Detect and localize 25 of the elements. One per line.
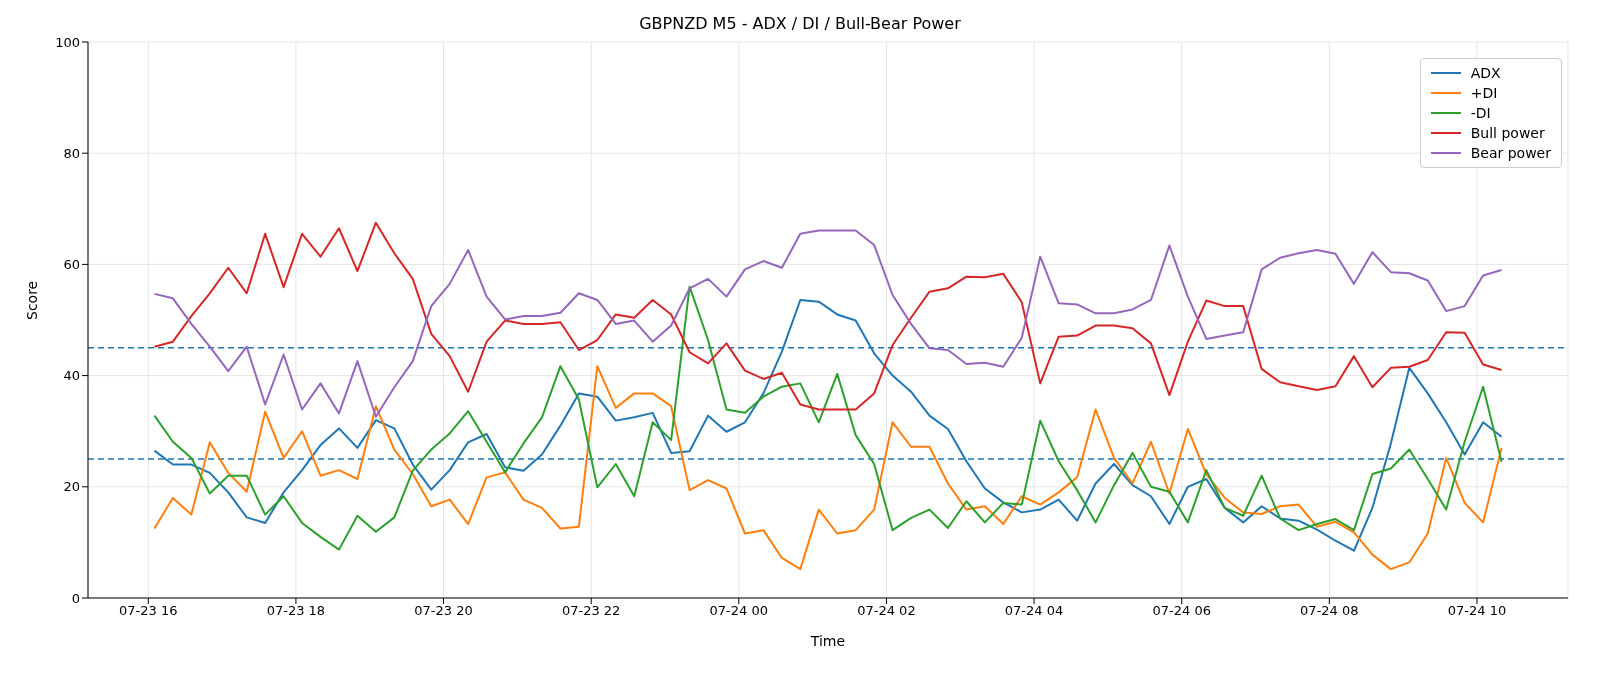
legend-label: Bull power [1470, 125, 1545, 141]
legend-label: ADX [1470, 65, 1501, 81]
x-tick-label: 07-24 08 [1300, 603, 1359, 619]
x-tick-label: 07-23 20 [414, 603, 473, 619]
legend-label: Bear power [1470, 145, 1551, 161]
legend-label: +DI [1470, 85, 1498, 101]
chart-title: GBPNZD M5 - ADX / DI / Bull-Bear Power [638, 14, 962, 33]
line-series [153, 365, 1503, 571]
y-tick-label: 0 [71, 590, 80, 606]
x-tick-label: 07-23 16 [119, 603, 178, 619]
x-tick-label: 07-24 10 [1447, 603, 1507, 619]
y-tick-label: 40 [63, 368, 80, 384]
x-tick-label: 07-24 04 [1004, 603, 1064, 619]
y-tick-label: 20 [63, 479, 80, 495]
x-axis-title: Time [809, 633, 846, 649]
x-tick-label: 07-24 00 [709, 603, 769, 619]
y-tick-label: 100 [55, 34, 80, 50]
x-tick-label: 07-23 22 [561, 603, 621, 619]
y-axis-title: Score [23, 280, 40, 320]
x-tick-label: 07-24 06 [1152, 603, 1211, 619]
x-tick-label: 07-24 02 [857, 603, 916, 619]
y-tick-label: 80 [63, 145, 80, 161]
y-tick-label: 60 [63, 257, 80, 273]
legend-label: -DI [1470, 105, 1491, 121]
x-tick-label: 07-23 18 [266, 603, 326, 619]
